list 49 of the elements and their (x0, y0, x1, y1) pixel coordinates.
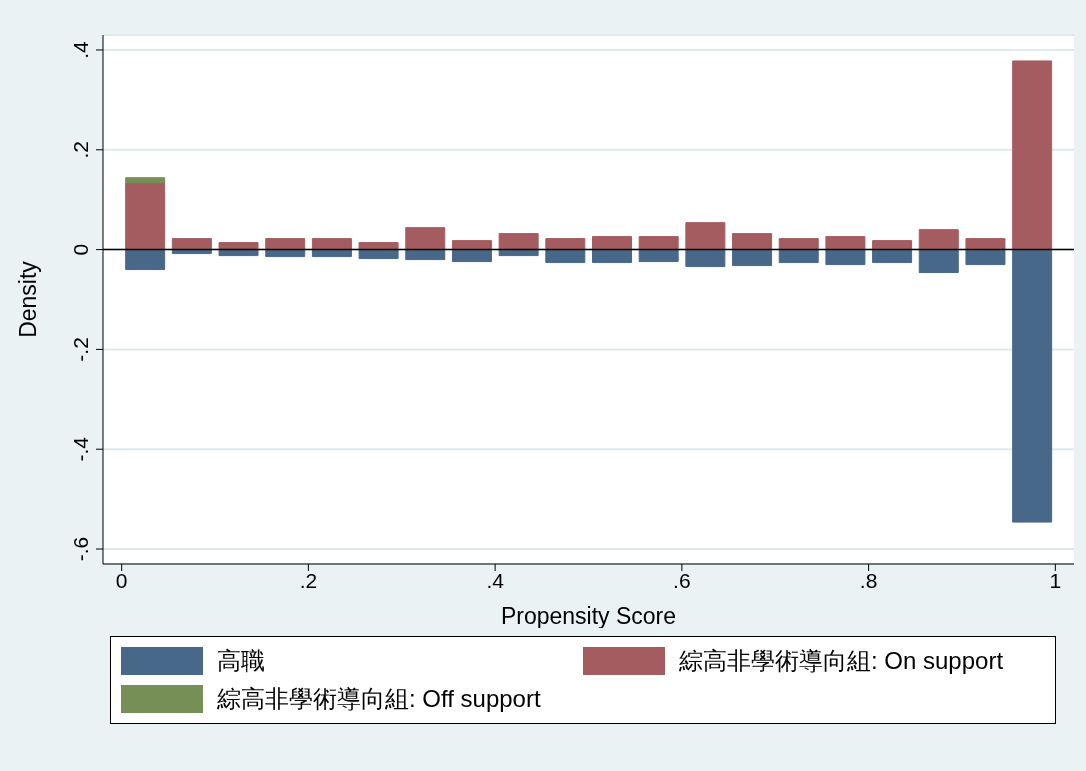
bar (405, 227, 446, 251)
bar (125, 249, 166, 271)
x-tick-label: .8 (859, 568, 878, 592)
legend-label: 綜高非學術導向組: Off support (217, 684, 541, 714)
bar (405, 249, 446, 261)
bar (265, 238, 306, 251)
bar (825, 249, 866, 266)
x-tick-label: .2 (299, 568, 318, 592)
bar (1012, 249, 1053, 523)
bar (685, 222, 726, 251)
bar (545, 249, 586, 264)
bar (918, 249, 959, 274)
bar (638, 249, 679, 263)
bar (732, 249, 773, 267)
x-tick-label: 1 (1049, 568, 1062, 592)
y-tick-label: .2 (69, 141, 92, 159)
y-tick-label: -.6 (69, 536, 92, 562)
y-axis-title: Density (15, 260, 42, 338)
bar (638, 236, 679, 251)
bar (685, 249, 726, 268)
bar (358, 249, 399, 260)
bar (311, 238, 352, 251)
bar (778, 238, 819, 251)
bar (825, 236, 866, 251)
y-tick-label: -.2 (69, 337, 92, 362)
bar (592, 249, 632, 264)
bar (778, 249, 819, 264)
bar (592, 236, 632, 251)
x-axis-title: Propensity Score (500, 603, 677, 629)
bar (125, 182, 166, 251)
x-tick-label: .6 (673, 568, 691, 592)
legend-label: 高職 (217, 646, 265, 676)
bar (451, 249, 492, 263)
y-tick-label: -.4 (69, 436, 92, 462)
bar (732, 233, 773, 251)
y-tick-label: .4 (69, 40, 92, 59)
bar (918, 229, 959, 251)
bar (498, 233, 539, 251)
y-tick-label: 0 (69, 243, 92, 256)
x-tick-label: .4 (486, 568, 505, 592)
x-tick-label: 0 (115, 568, 128, 592)
bar (965, 249, 1006, 266)
bar (965, 238, 1006, 251)
bar (1012, 60, 1053, 251)
bar (125, 177, 166, 184)
bar (171, 238, 212, 251)
bar (872, 249, 913, 264)
bar (545, 238, 586, 251)
legend-label: 綜高非學術導向組: On support (679, 646, 1004, 676)
